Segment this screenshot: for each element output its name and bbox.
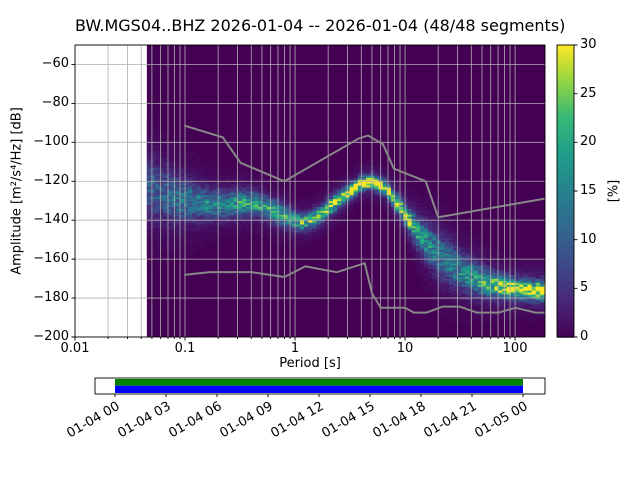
colorbar-tick-label: 10 <box>580 231 597 247</box>
y-tick-label: −140 <box>33 212 69 228</box>
y-tick-label: −60 <box>41 56 69 72</box>
x-tick-label: 0.01 <box>60 341 90 356</box>
plot-title: BW.MGS04..BHZ 2026-01-04 -- 2026-01-04 (… <box>75 16 566 35</box>
colorbar-tick-label: 5 <box>580 280 589 296</box>
colorbar-tick-label: 25 <box>580 85 597 101</box>
y-tick-label: −200 <box>33 329 69 344</box>
y-tick-label: −180 <box>33 290 69 306</box>
colorbar-tick-label: 20 <box>580 134 597 150</box>
x-tick-label: 1 <box>290 341 300 356</box>
colorbar-label: [%] <box>606 179 622 203</box>
colorbar-tick-label: 15 <box>580 183 597 198</box>
y-tick-label: −120 <box>33 173 69 189</box>
x-tick-label: 10 <box>396 341 414 356</box>
y-tick-label: −100 <box>33 134 69 150</box>
y-tick-label: −80 <box>41 95 69 111</box>
y-axis-label: Amplitude [m²/s⁴/Hz] [dB] <box>9 107 25 275</box>
x-axis-label: Period [s] <box>279 356 341 371</box>
colorbar-tick-label: 0 <box>580 329 589 344</box>
y-tick-label: −160 <box>33 251 69 267</box>
x-tick-label: 0.1 <box>174 341 196 356</box>
x-tick-label: 100 <box>502 341 528 356</box>
colorbar-tick-label: 30 <box>580 37 597 52</box>
